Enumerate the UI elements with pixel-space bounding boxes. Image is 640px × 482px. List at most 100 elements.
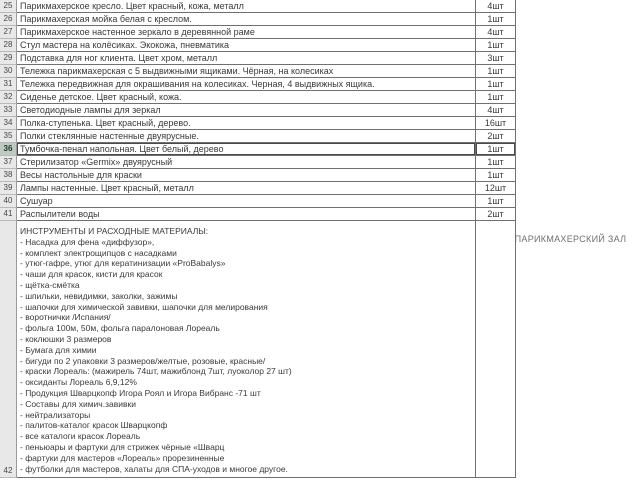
table-row[interactable]: 40 Сушуар 1шт — [0, 195, 516, 208]
item-quantity-cell[interactable]: 3шт — [476, 52, 516, 65]
notes-line: - Продукция Шварцкопф Игора Роял и Игора… — [20, 387, 261, 398]
table-row[interactable]: 41 Распылители воды 2шт — [0, 208, 516, 221]
item-description-cell[interactable]: Весы настольные для краски — [17, 169, 476, 182]
item-quantity-cell[interactable]: 2шт — [476, 130, 516, 143]
item-description-cell[interactable]: Полки стеклянные настенные двуярусные. — [17, 130, 476, 143]
notes-line: - чаши для красок, кисти для красок — [20, 269, 163, 280]
item-quantity-cell[interactable]: 2шт — [476, 208, 516, 221]
notes-line: - оксиданты Лореаль 6,9,12% — [20, 377, 137, 388]
table-row[interactable]: 32 Сиденье детское. Цвет красный, кожа. … — [0, 91, 516, 104]
row-number[interactable]: 34 — [0, 117, 17, 130]
row-number[interactable]: 36 — [0, 143, 17, 156]
row-number[interactable]: 38 — [0, 169, 17, 182]
table-row[interactable]: 35 Полки стеклянные настенные двуярусные… — [0, 130, 516, 143]
equipment-rows: 25 Парикмахерское кресло. Цвет красный, … — [0, 0, 516, 221]
item-quantity-cell[interactable]: 1шт — [476, 156, 516, 169]
row-number[interactable]: 37 — [0, 156, 17, 169]
notes-line: - утюг-гафре, утюг для кератинизации «Pr… — [20, 258, 226, 269]
table-row[interactable]: 30 Тележка парикмахерская с 5 выдвижными… — [0, 65, 516, 78]
notes-line: - щётка-смётка — [20, 279, 80, 290]
notes-cell[interactable]: ИНСТРУМЕНТЫ И РАСХОДНЫЕ МАТЕРИАЛЫ: - Нас… — [17, 221, 476, 478]
item-quantity-cell[interactable]: 1шт — [476, 143, 516, 156]
row-number[interactable]: 40 — [0, 195, 17, 208]
item-description-cell[interactable]: Полка-ступенька. Цвет красный, дерево. — [17, 117, 476, 130]
item-quantity-cell[interactable]: 1шт — [476, 91, 516, 104]
row-number[interactable]: 39 — [0, 182, 17, 195]
row-number[interactable]: 42 — [0, 221, 17, 478]
item-quantity-cell[interactable]: 1шт — [476, 195, 516, 208]
notes-line: - фартуки для мастеров «Лореаль» прорези… — [20, 452, 225, 463]
row-number[interactable]: 32 — [0, 91, 17, 104]
notes-line: - нейтрализаторы — [20, 409, 91, 420]
table-row[interactable]: 34 Полка-ступенька. Цвет красный, дерево… — [0, 117, 516, 130]
item-quantity-cell[interactable]: 1шт — [476, 65, 516, 78]
item-description-cell[interactable]: Сиденье детское. Цвет красный, кожа. — [17, 91, 476, 104]
row-number[interactable]: 25 — [0, 0, 17, 13]
notes-line: - Составы для химич.завивки — [20, 398, 136, 409]
table-row[interactable]: 36 Тумбочка-пенал напольная. Цвет белый,… — [0, 143, 516, 156]
item-quantity-cell[interactable]: 16шт — [476, 117, 516, 130]
notes-row: 42 ИНСТРУМЕНТЫ И РАСХОДНЫЕ МАТЕРИАЛЫ: - … — [0, 221, 516, 478]
table-row[interactable]: 39 Лампы настенные. Цвет красный, металл… — [0, 182, 516, 195]
item-quantity-cell[interactable]: 12шт — [476, 182, 516, 195]
notes-line: - Бумага для химии — [20, 344, 97, 355]
item-quantity-cell[interactable]: 4шт — [476, 0, 516, 13]
item-description-cell[interactable]: Парикмахерская мойка белая с креслом. — [17, 13, 476, 26]
row-number[interactable]: 33 — [0, 104, 17, 117]
item-description-cell[interactable]: Подставка для ног клиента. Цвет хром, ме… — [17, 52, 476, 65]
notes-line: - все каталоги красок Лореаль — [20, 431, 141, 442]
item-quantity-cell[interactable]: 4шт — [476, 104, 516, 117]
notes-line: - коклюшки 3 размеров — [20, 333, 112, 344]
row-number[interactable]: 31 — [0, 78, 17, 91]
table-row[interactable]: 26 Парикмахерская мойка белая с креслом.… — [0, 13, 516, 26]
item-description-cell[interactable]: Распылители воды — [17, 208, 476, 221]
notes-line: - палитов-каталог красок Шварцкопф — [20, 420, 168, 431]
row-number[interactable]: 28 — [0, 39, 17, 52]
notes-line: - воротнички /Испания/ — [20, 312, 111, 323]
room-label-cell[interactable]: ПАРИКМАХЕРСКИЙ ЗАЛ — [514, 0, 640, 478]
row-number[interactable]: 27 — [0, 26, 17, 39]
item-description-cell[interactable]: Парикмахерское кресло. Цвет красный, кож… — [17, 0, 476, 13]
item-description-cell[interactable]: Тумбочка-пенал напольная. Цвет белый, де… — [17, 143, 476, 156]
notes-line: - Насадка для фена «диффузор», — [20, 236, 155, 247]
room-label: ПАРИКМАХЕРСКИЙ ЗАЛ — [514, 234, 627, 244]
notes-line: - шпильки, невидимки, заколки, зажимы — [20, 290, 178, 301]
notes-line: - комплект электрощипцов с насадками — [20, 247, 177, 258]
item-quantity-cell[interactable]: 1шт — [476, 13, 516, 26]
table-row[interactable]: 33 Светодиодные лампы для зеркал 4шт — [0, 104, 516, 117]
notes-line: - бигуди по 2 упаковки 3 размеров/желтые… — [20, 355, 266, 366]
item-description-cell[interactable]: Стул мастера на колёсиках. Экокожа, пнев… — [17, 39, 476, 52]
item-quantity-cell[interactable]: 1шт — [476, 78, 516, 91]
item-description-cell[interactable]: Лампы настенные. Цвет красный, металл — [17, 182, 476, 195]
item-description-cell[interactable]: Стерилизатор «Germix» двуярусный — [17, 156, 476, 169]
item-quantity-cell[interactable]: 1шт — [476, 169, 516, 182]
table-row[interactable]: 25 Парикмахерское кресло. Цвет красный, … — [0, 0, 516, 13]
table-row[interactable]: 28 Стул мастера на колёсиках. Экокожа, п… — [0, 39, 516, 52]
row-number[interactable]: 30 — [0, 65, 17, 78]
table-row[interactable]: 27 Парикмахерское настенное зеркало в де… — [0, 26, 516, 39]
table-row[interactable]: 31 Тележка передвижная для окрашивания н… — [0, 78, 516, 91]
item-quantity-cell[interactable]: 1шт — [476, 39, 516, 52]
row-number[interactable]: 41 — [0, 208, 17, 221]
row-number[interactable]: 35 — [0, 130, 17, 143]
table-row[interactable]: 29 Подставка для ног клиента. Цвет хром,… — [0, 52, 516, 65]
notes-quantity-cell[interactable] — [476, 221, 516, 478]
item-quantity-cell[interactable]: 4шт — [476, 26, 516, 39]
notes-line: - краски Лореаль: (мажирель 74шт, мажибл… — [20, 366, 292, 377]
table-row[interactable]: 38 Весы настольные для краски 1шт — [0, 169, 516, 182]
notes-line: - шапочки для химической завивки, шапочк… — [20, 301, 268, 312]
notes-line: - фольга 100м, 50м, фольга паралоновая Л… — [20, 323, 220, 334]
row-number[interactable]: 26 — [0, 13, 17, 26]
notes-line: - футболки для мастеров, халаты для СПА-… — [20, 463, 288, 474]
item-description-cell[interactable]: Парикмахерское настенное зеркало в дерев… — [17, 26, 476, 39]
notes-line: - пеньюары и фартуки для стрижек чёрные … — [20, 441, 225, 452]
row-number[interactable]: 29 — [0, 52, 17, 65]
notes-lines: - Насадка для фена «диффузор», - комплек… — [20, 237, 475, 475]
item-description-cell[interactable]: Светодиодные лампы для зеркал — [17, 104, 476, 117]
table-row[interactable]: 37 Стерилизатор «Germix» двуярусный 1шт — [0, 156, 516, 169]
item-description-cell[interactable]: Тележка парикмахерская с 5 выдвижными ящ… — [17, 65, 476, 78]
item-description-cell[interactable]: Сушуар — [17, 195, 476, 208]
item-description-cell[interactable]: Тележка передвижная для окрашивания на к… — [17, 78, 476, 91]
notes-header: ИНСТРУМЕНТЫ И РАСХОДНЫЕ МАТЕРИАЛЫ: — [20, 226, 209, 236]
